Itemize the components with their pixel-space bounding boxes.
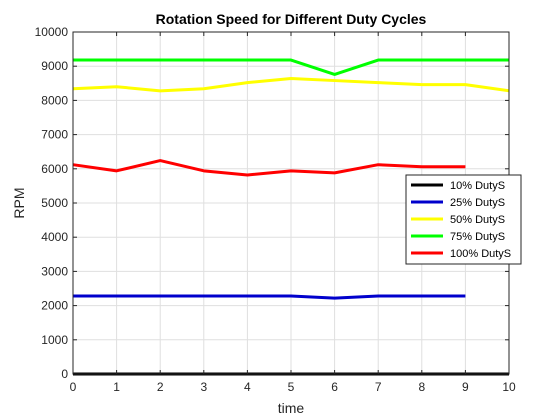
x-tick-label: 9 [462, 380, 469, 394]
y-tick-label: 6000 [41, 162, 68, 176]
y-tick-label: 0 [61, 367, 68, 381]
legend-entry: 100% DutyS [450, 248, 511, 260]
legend: 10% DutyS 25% DutyS 50% DutyS 75% DutyS 100%… [405, 174, 522, 265]
tick-layer: 0 1 2 3 4 5 6 7 8 9 10 0 1000 2000 3000 4000 5000 6000 700… [35, 25, 516, 394]
series-line-5 [72, 159, 466, 177]
legend-entry: 25% DutyS [450, 197, 505, 209]
x-tick-label: 1 [113, 380, 120, 394]
y-tick-label: 10000 [35, 25, 69, 39]
x-tick-label: 2 [157, 380, 164, 394]
y-tick-label: 1000 [41, 333, 68, 347]
x-axis-label: time [278, 400, 305, 416]
x-tick-label: 7 [375, 380, 382, 394]
legend-entry: 50% DutyS [450, 214, 505, 226]
y-axis-label: RPM [11, 187, 27, 218]
y-tick-label: 7000 [41, 128, 68, 142]
x-tick-label: 3 [200, 380, 207, 394]
y-tick-label: 9000 [41, 59, 68, 73]
series-line-4 [73, 58, 509, 76]
x-tick-label: 6 [331, 380, 338, 394]
legend-entry: 10% DutyS [450, 180, 505, 192]
x-tick-label: 5 [288, 380, 295, 394]
legend-entry: 75% DutyS [450, 231, 505, 243]
series-line-2 [73, 294, 466, 300]
y-tick-label: 5000 [41, 196, 68, 210]
x-tick-label: 8 [418, 380, 425, 394]
x-tick-label: 10 [502, 380, 516, 394]
series-line-3 [72, 77, 510, 93]
y-tick-label: 4000 [41, 230, 68, 244]
x-tick-label: 4 [244, 380, 251, 394]
x-tick-label: 0 [70, 380, 77, 394]
y-tick-label: 3000 [41, 264, 68, 278]
chart-title: Rotation Speed for Different Duty Cycles [156, 11, 427, 27]
y-tick-label: 8000 [41, 93, 68, 107]
y-tick-label: 2000 [41, 299, 68, 313]
